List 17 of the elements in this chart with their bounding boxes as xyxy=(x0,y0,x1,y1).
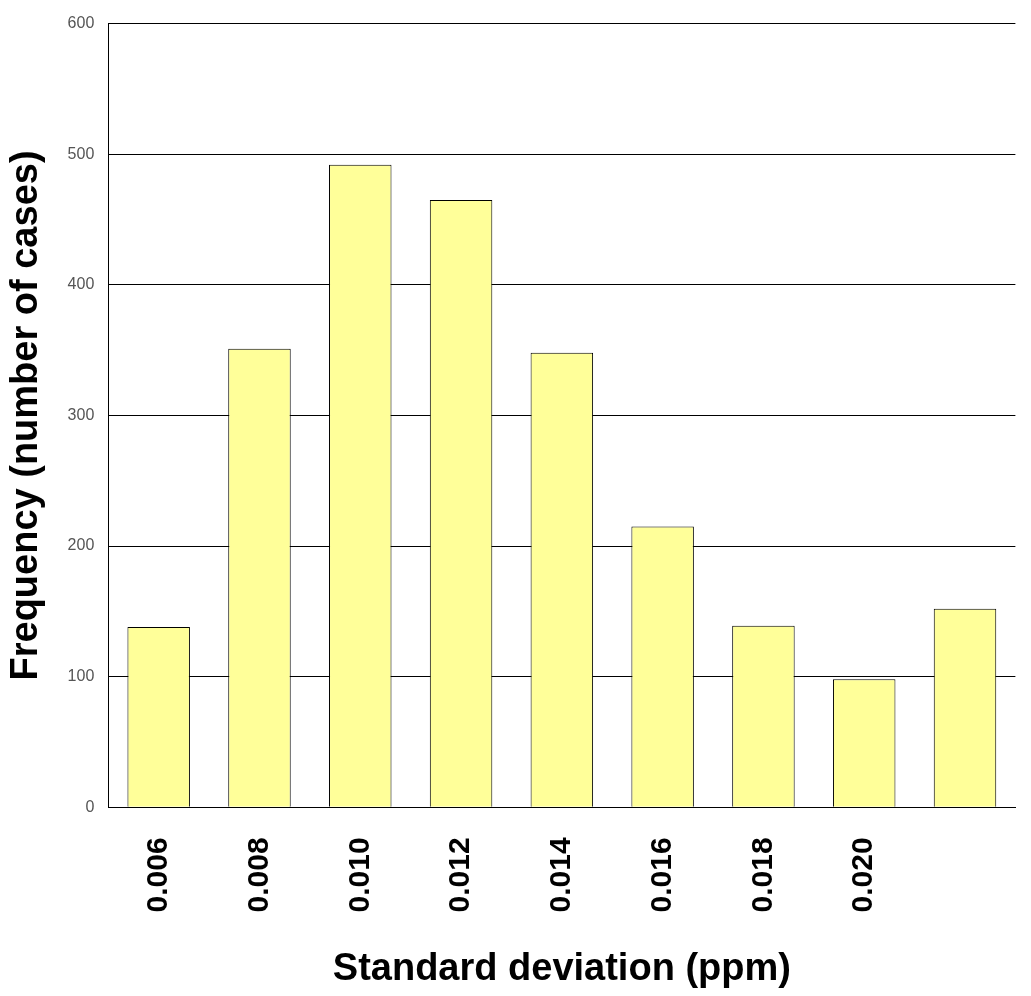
y-axis-title: Frequency (number of cases) xyxy=(3,150,46,681)
y-tick-label: 500 xyxy=(67,144,95,162)
y-tick-label: 200 xyxy=(67,536,95,554)
x-tick-label: 0.020 xyxy=(845,837,879,913)
x-axis-title: Standard deviation (ppm) xyxy=(332,945,791,988)
x-tick-label: 0.012 xyxy=(442,837,476,913)
x-tick-label: 0.008 xyxy=(240,837,274,913)
y-tick-label: 0 xyxy=(85,797,95,815)
y-tick-label: 400 xyxy=(67,275,95,293)
y-tick-label: 600 xyxy=(67,14,95,32)
x-tick-label: 0.018 xyxy=(744,837,778,913)
y-tick-label: 300 xyxy=(67,405,95,423)
y-tick-label: 100 xyxy=(67,667,95,685)
x-tick-label: 0.014 xyxy=(543,837,577,913)
x-tick-label: 0.006 xyxy=(139,837,173,913)
x-tick-label: 0.010 xyxy=(341,837,375,913)
x-tick-label: 0.016 xyxy=(643,837,677,913)
